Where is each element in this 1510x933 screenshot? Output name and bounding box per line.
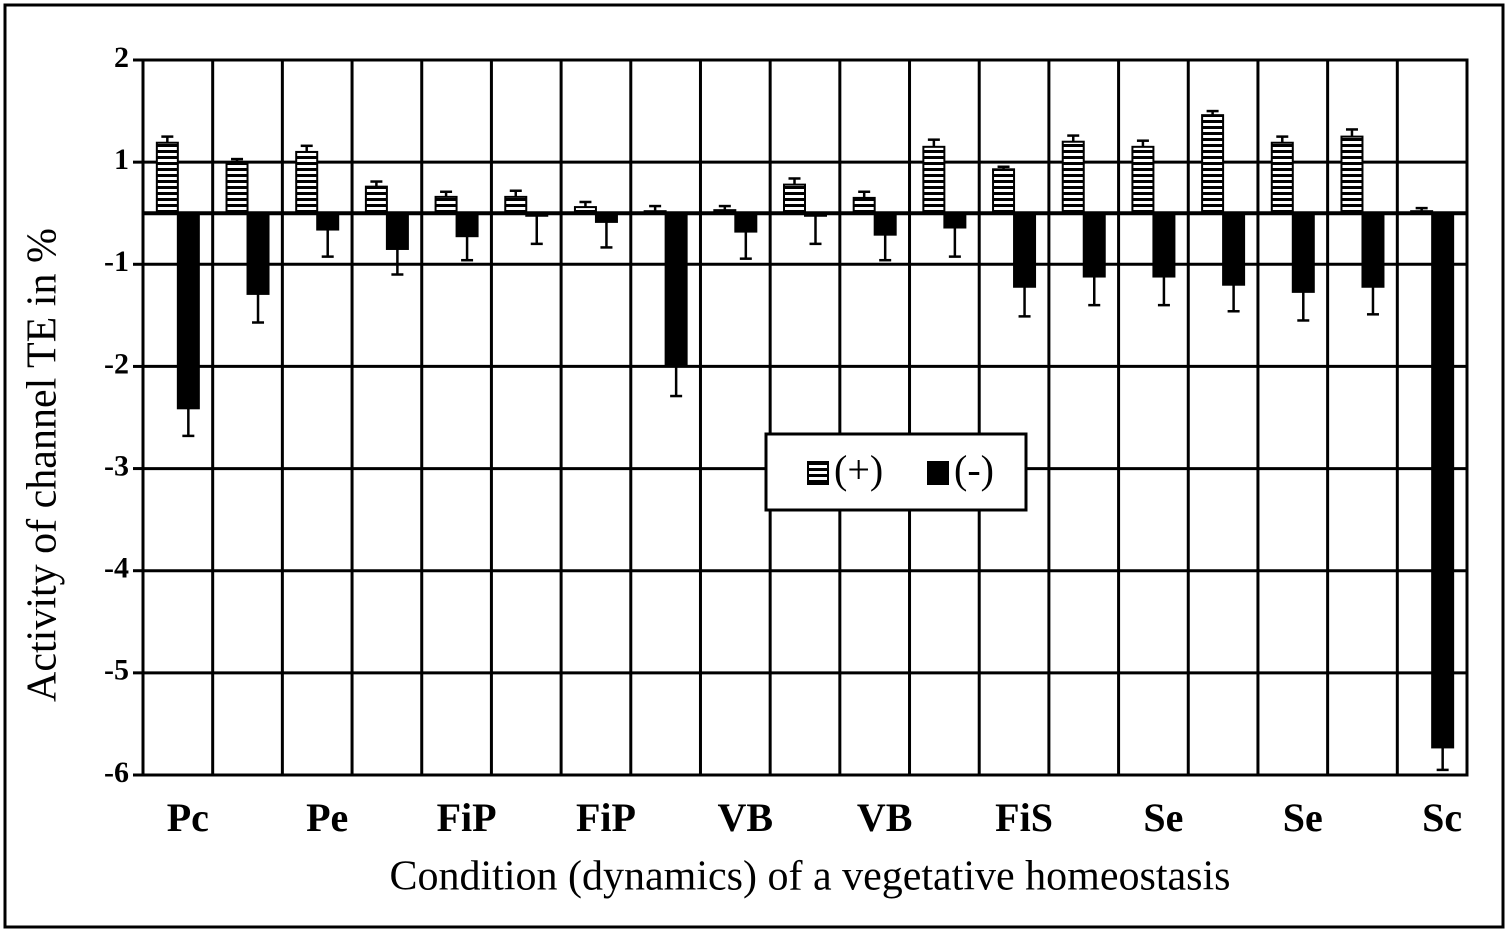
error-bar xyxy=(927,138,940,147)
bar xyxy=(783,183,806,215)
error-bar xyxy=(461,236,474,262)
x-tick-label: Sc xyxy=(1422,795,1462,840)
error-bar xyxy=(809,215,822,246)
bar xyxy=(504,195,528,215)
error-bar xyxy=(579,200,592,208)
bar xyxy=(1013,212,1037,288)
y-tick-label: -3 xyxy=(104,449,129,482)
error-bar xyxy=(530,215,543,246)
bar xyxy=(1201,114,1225,215)
bar xyxy=(1291,212,1315,293)
error-bar xyxy=(1345,128,1358,137)
error-bar xyxy=(1088,276,1101,307)
bar xyxy=(225,161,249,215)
x-tick-label: VB xyxy=(857,795,913,840)
bar xyxy=(295,150,319,215)
bar xyxy=(1152,212,1176,278)
error-bar xyxy=(858,190,871,198)
bar xyxy=(992,168,1016,215)
bar xyxy=(852,196,876,215)
error-bar xyxy=(1136,139,1149,147)
x-tick-label: FiP xyxy=(576,795,636,840)
error-bar xyxy=(300,144,313,152)
y-axis-title: Activity of channel TE in % xyxy=(20,228,66,702)
y-tick-label: -1 xyxy=(104,245,129,278)
bar xyxy=(434,195,458,215)
x-tick-label: Pe xyxy=(306,795,348,840)
error-bar xyxy=(649,204,662,212)
error-bar xyxy=(391,248,404,276)
bar xyxy=(316,212,340,231)
y-tick-label: -4 xyxy=(104,552,129,585)
error-bar xyxy=(182,408,195,438)
error-bar xyxy=(1227,284,1240,313)
bar xyxy=(385,212,409,250)
x-tick-label: Pc xyxy=(167,795,209,840)
bar xyxy=(1431,212,1455,749)
error-bar xyxy=(509,189,522,197)
y-tick-label: -5 xyxy=(104,654,129,687)
bar xyxy=(364,185,388,215)
error-bar xyxy=(1206,109,1219,116)
error-bar xyxy=(1067,134,1080,142)
bar xyxy=(873,212,897,236)
y-tick-label: -2 xyxy=(104,347,129,380)
x-tick-label: Se xyxy=(1143,795,1183,840)
error-bar xyxy=(1276,135,1289,143)
plot-area xyxy=(141,58,1469,777)
legend-label: (+) xyxy=(834,447,883,492)
error-bar xyxy=(670,366,683,398)
error-bar xyxy=(1297,291,1310,322)
legend: (+) (-) xyxy=(764,432,1028,512)
error-bar xyxy=(948,227,961,258)
y-tick-label: 2 xyxy=(114,41,129,74)
error-bar xyxy=(718,204,731,211)
bar xyxy=(1222,212,1246,286)
x-tick-label: FiS xyxy=(995,795,1053,840)
error-bar xyxy=(440,190,453,197)
bar xyxy=(1361,212,1385,288)
legend-swatch xyxy=(927,461,949,485)
bar xyxy=(922,145,946,215)
legend-label: (-) xyxy=(954,447,994,492)
legend-swatch xyxy=(807,461,829,485)
bar xyxy=(1082,212,1106,278)
error-bar xyxy=(1157,276,1170,307)
error-bar xyxy=(231,157,244,163)
x-tick-label: Se xyxy=(1283,795,1323,840)
bar xyxy=(1340,135,1364,215)
bar xyxy=(664,212,688,368)
error-bar xyxy=(370,180,383,187)
error-bar xyxy=(1018,286,1031,318)
bar xyxy=(455,212,479,238)
bar xyxy=(943,212,967,229)
y-tick-label: -6 xyxy=(104,756,129,789)
x-axis-title: Condition (dynamics) of a vegetative hom… xyxy=(390,854,1231,900)
bar xyxy=(155,141,179,215)
error-bar xyxy=(739,231,752,260)
error-bar xyxy=(252,293,265,324)
bar xyxy=(246,212,270,295)
error-bar xyxy=(997,165,1010,170)
error-bar xyxy=(600,221,613,249)
error-bar xyxy=(161,135,174,143)
bar xyxy=(176,212,200,410)
bar xyxy=(1270,141,1294,215)
error-bar xyxy=(321,229,334,258)
error-bar xyxy=(788,177,801,185)
error-bar xyxy=(1366,286,1379,316)
bar xyxy=(734,212,758,233)
error-bar xyxy=(879,234,892,262)
y-tick-label: 1 xyxy=(114,143,129,176)
x-tick-label: VB xyxy=(718,795,774,840)
error-bar xyxy=(1436,747,1449,772)
x-tick-label: FiP xyxy=(437,795,497,840)
bar xyxy=(1131,145,1155,215)
error-bar xyxy=(1415,206,1428,212)
bar xyxy=(1061,140,1085,215)
